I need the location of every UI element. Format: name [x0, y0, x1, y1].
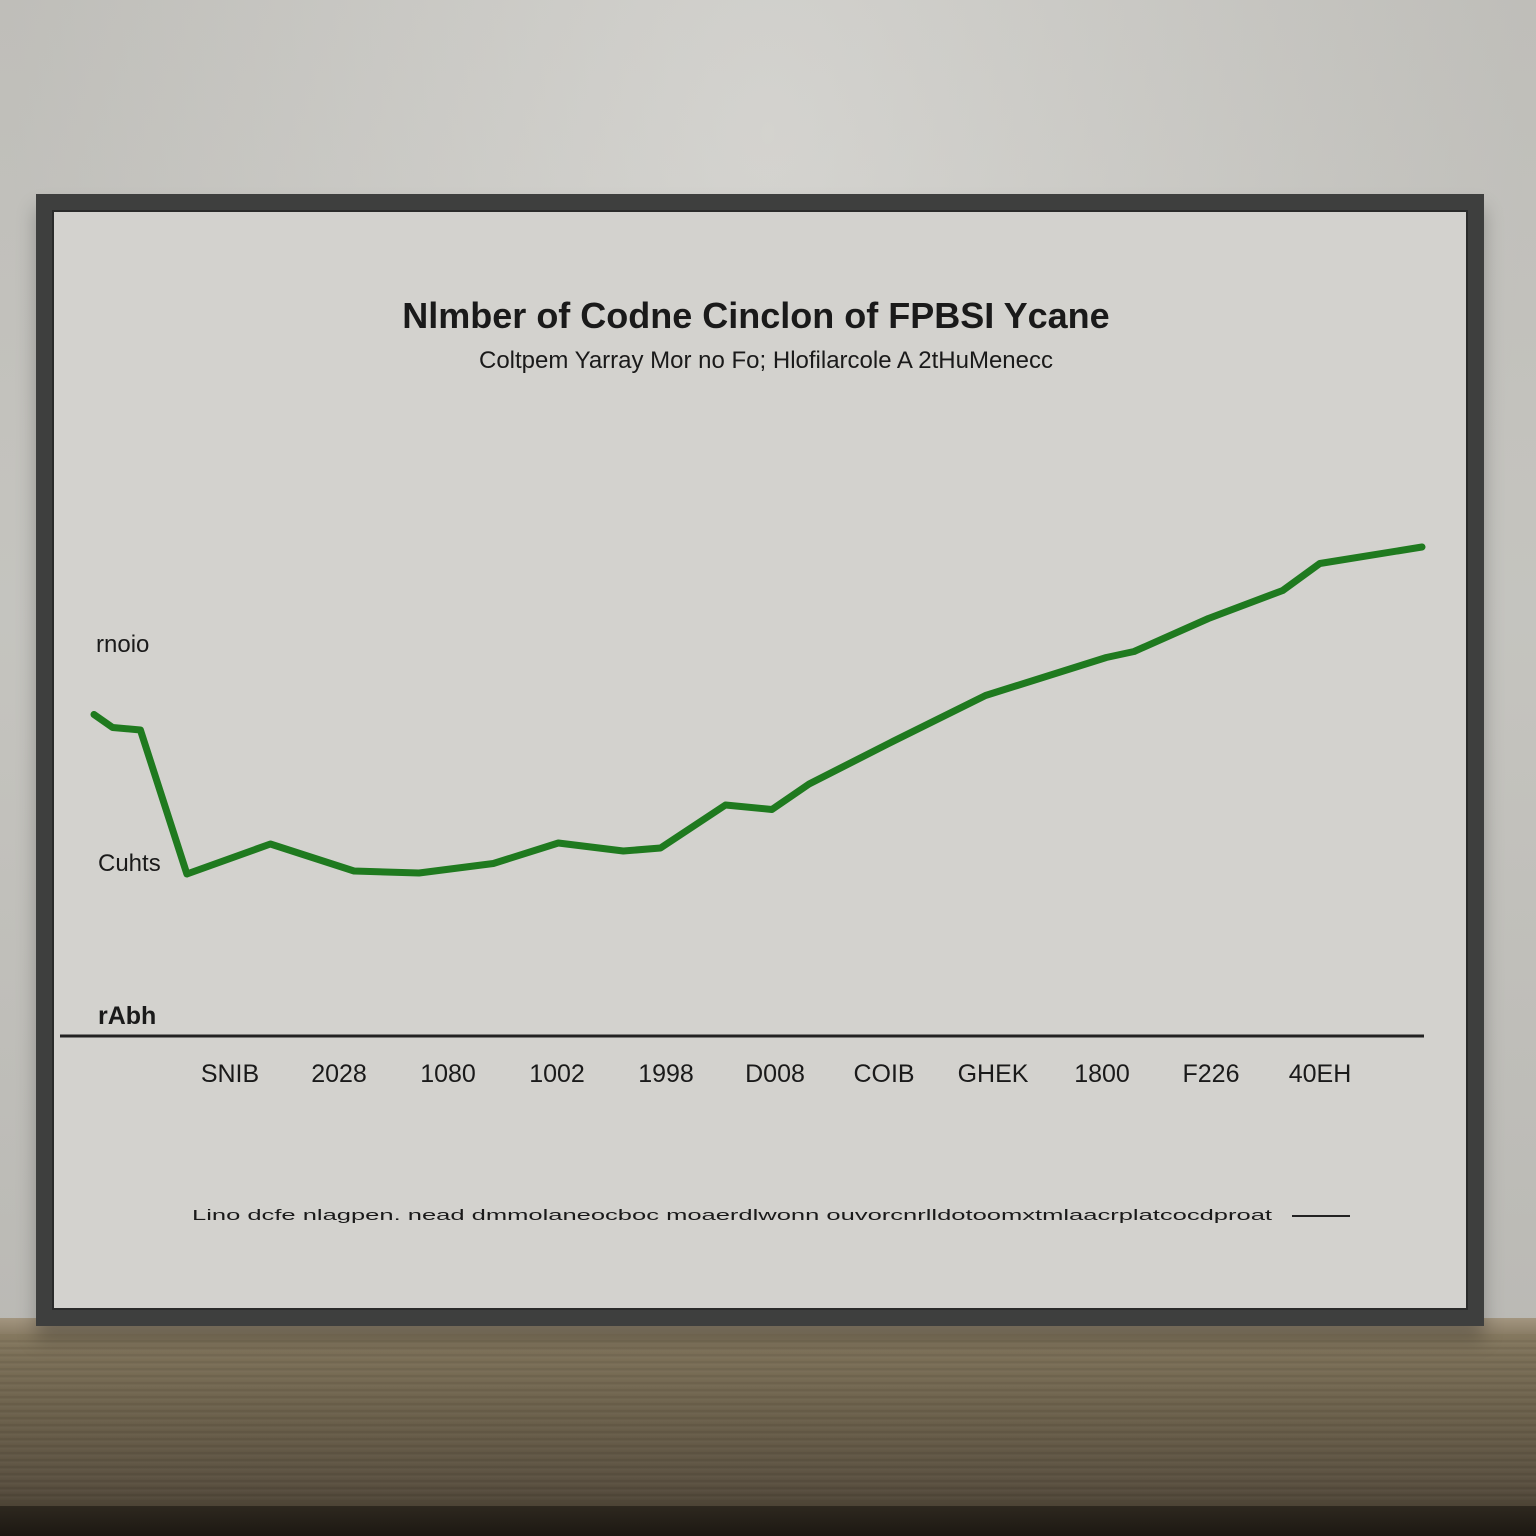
data-point-5 [351, 868, 357, 874]
series-points [91, 544, 1425, 877]
data-point-9 [620, 848, 627, 854]
data-point-20 [1316, 560, 1323, 567]
data-point-16 [1103, 654, 1110, 661]
data-point-11 [722, 802, 729, 808]
data-point-7 [490, 860, 497, 867]
chart-footnote: Lino dcfe nlagpen. nead dmmolaneocboc mo… [192, 1207, 1273, 1224]
data-point-19 [1279, 587, 1286, 594]
data-point-2 [137, 727, 144, 733]
data-point-21 [1419, 544, 1425, 550]
shelf-front-edge [0, 1506, 1536, 1536]
y-tick-label-top: rnoio [96, 631, 149, 658]
y-tick-label-bottom: rAbh [98, 1002, 156, 1030]
chart-subtitle: Coltpem Yarray Mor no Fo; Hlofilarcole A… [479, 347, 1053, 374]
picture-frame [36, 194, 1484, 1326]
x-tick-label: GHEK [958, 1060, 1029, 1088]
x-tick-label: 1002 [529, 1060, 585, 1088]
x-tick-label: SNIB [201, 1060, 259, 1088]
data-point-10 [657, 845, 664, 851]
data-point-12 [768, 806, 775, 813]
data-point-3 [183, 871, 190, 877]
x-tick-label: COIB [853, 1060, 914, 1088]
x-tick-labels: SNIB 2028 1080 1002 1998 D008 COIB GHEK 1800 F226… [201, 1060, 1351, 1088]
x-tick-label: D008 [745, 1060, 805, 1088]
data-point-0 [91, 711, 97, 718]
data-point-8 [555, 840, 562, 846]
x-tick-label: 1998 [638, 1060, 694, 1088]
data-point-14 [889, 738, 896, 745]
data-point-17 [1131, 648, 1138, 655]
shelf-grain [0, 1340, 1536, 1500]
data-point-15 [982, 692, 989, 699]
series-line [90, 543, 1426, 878]
y-tick-label-middle: Cuhts [98, 850, 161, 877]
data-point-1 [109, 724, 116, 731]
chart-title: Nlmber of Codne Cinclon of FPBSI Ycane [402, 295, 1109, 336]
x-tick-label: F226 [1183, 1060, 1240, 1088]
x-tick-label: 1080 [420, 1060, 476, 1088]
x-tick-label: 1800 [1074, 1060, 1130, 1088]
x-tick-label: 2028 [311, 1060, 367, 1088]
data-point-6 [416, 870, 422, 876]
x-tick-label: 40EH [1289, 1060, 1352, 1088]
data-point-4 [267, 841, 274, 847]
wooden-shelf [0, 1318, 1536, 1536]
data-point-18 [1205, 615, 1212, 622]
data-point-13 [806, 781, 813, 787]
